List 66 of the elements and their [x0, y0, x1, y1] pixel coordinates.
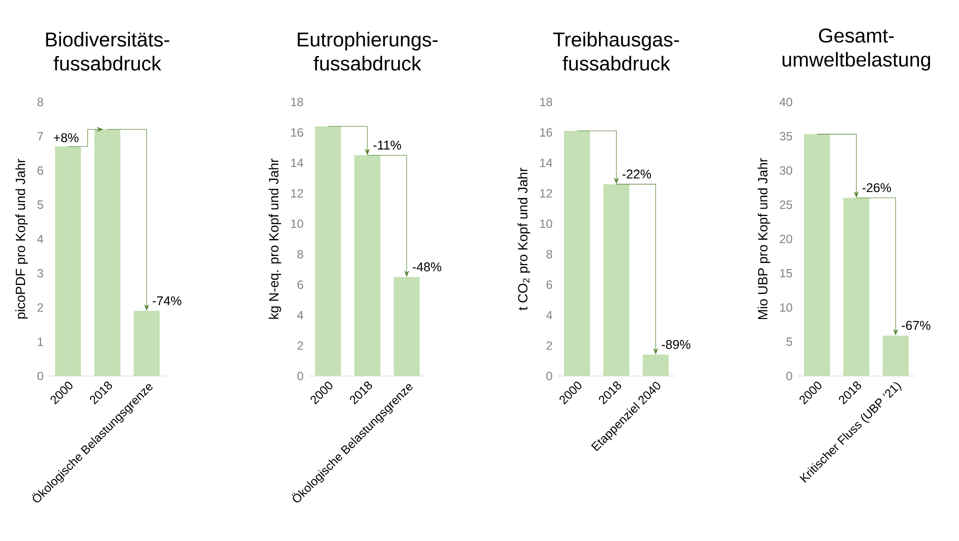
y-tick-label: 5: [37, 200, 44, 209]
annotation: +8%: [54, 133, 78, 142]
annotation: -26%: [862, 183, 891, 192]
y-tick-label: 1: [38, 338, 44, 346]
y-tick-label: 4: [37, 234, 44, 244]
y-tick-label: 8: [297, 250, 304, 258]
chart-title: Eutrophierungs-fussabdruck: [298, 32, 438, 71]
y-tick-label: 18: [540, 98, 552, 106]
y-tick-label: 18: [291, 98, 304, 106]
bar: [134, 310, 160, 376]
y-axis-title: picoPDF pro Kopf und Jahr: [15, 158, 28, 319]
y-tick-label: 14: [540, 158, 552, 168]
annotation: -89%: [662, 340, 690, 349]
y-tick-label: 7: [38, 132, 44, 140]
bar: [564, 130, 590, 376]
y-tick-label: 10: [540, 220, 552, 228]
y-tick-label: 15: [780, 269, 792, 278]
y-tick-label: 4: [297, 310, 304, 320]
y-tick-label: 0: [786, 372, 792, 380]
chart-title: Gesamt-umweltbelastung: [782, 28, 930, 71]
y-tick-label: 16: [540, 128, 552, 137]
y-tick-label: 0: [297, 372, 304, 380]
y-tick-label: 10: [291, 220, 304, 228]
y-tick-label: 6: [298, 280, 304, 289]
chart-title: Biodiversitäts-fussabdruck: [46, 32, 170, 71]
y-tick-label: 6: [38, 166, 44, 175]
bar: [642, 354, 669, 376]
chart-title: Treibhausgas-fussabdruck: [553, 32, 679, 71]
y-axis-title: t CO$_{2}$ pro Kopf und Jahr: [518, 168, 530, 310]
y-tick-label: 40: [780, 98, 792, 106]
y-tick-label: 30: [780, 166, 792, 175]
y-tick-label: 12: [540, 189, 552, 198]
annotation: -22%: [622, 170, 651, 178]
annotation: -74%: [152, 296, 182, 306]
y-tick-label: 8: [546, 250, 552, 258]
bar: [354, 155, 380, 376]
y-tick-label: 35: [780, 132, 792, 140]
bar: [94, 129, 120, 376]
y-tick-label: 10: [780, 303, 792, 312]
y-tick-label: 5: [786, 338, 792, 346]
bar: [843, 198, 870, 376]
bar: [804, 134, 830, 376]
y-tick-label: 3: [37, 268, 44, 278]
annotation: -48%: [412, 262, 442, 272]
bar: [603, 184, 630, 376]
bar: [882, 336, 909, 376]
y-tick-label: 2: [546, 341, 552, 350]
y-tick-label: 2: [298, 341, 304, 350]
y-axis-title: kg N-eq. pro Kopf und Jahr: [268, 158, 282, 319]
annotation: -67%: [902, 320, 930, 330]
y-tick-label: 2: [38, 303, 44, 312]
annotation: -11%: [373, 140, 402, 150]
bar: [394, 277, 420, 376]
y-axis-title: Mio UBP pro Kopf und Jahr: [758, 158, 770, 320]
y-tick-label: 12: [291, 189, 304, 198]
y-tick-label: 0: [546, 372, 552, 380]
y-tick-label: 20: [780, 234, 792, 244]
y-tick-label: 14: [291, 158, 304, 168]
y-tick-label: 8: [37, 98, 44, 106]
bar: [55, 146, 82, 376]
y-tick-label: 6: [546, 280, 552, 289]
y-tick-label: 25: [780, 200, 792, 209]
y-tick-label: 4: [546, 310, 552, 320]
y-tick-label: 16: [291, 128, 304, 137]
bar: [315, 126, 342, 376]
y-tick-label: 0: [37, 372, 44, 380]
